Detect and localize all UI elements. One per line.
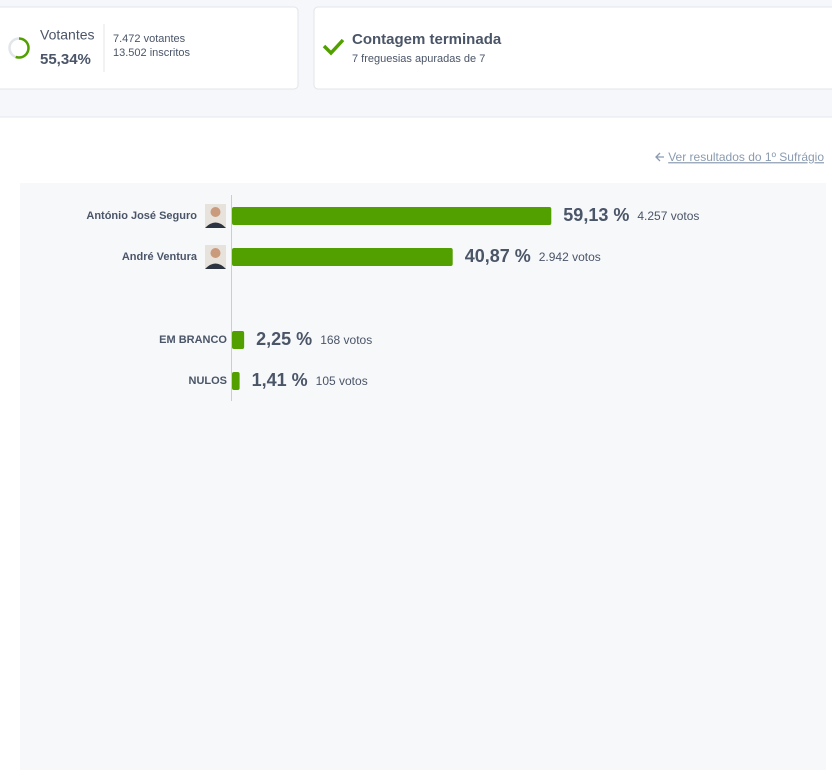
category-label: EM BRANCO xyxy=(159,334,227,346)
votes-label: 168 votos xyxy=(320,333,372,347)
count-card xyxy=(313,6,832,90)
value-label: 40,87 % xyxy=(465,246,531,266)
value-label: 59,13 % xyxy=(563,205,629,225)
voters: 7.472 votantes xyxy=(113,33,186,45)
bar xyxy=(232,207,552,225)
turnout-value: 55,34% xyxy=(40,51,91,68)
value-label: 1,41 % xyxy=(252,370,308,390)
bar xyxy=(232,331,245,349)
count-title: Contagem terminada xyxy=(352,31,502,48)
category-label: André Ventura xyxy=(122,251,198,263)
category-label: NULOS xyxy=(189,375,228,387)
votes-label: 2.942 votos xyxy=(539,250,601,264)
category-label: António José Seguro xyxy=(86,210,197,222)
avatar-head xyxy=(210,207,221,217)
bar xyxy=(232,372,240,390)
chart-panel xyxy=(20,183,826,770)
bar xyxy=(232,248,453,266)
turnout-ring xyxy=(8,37,30,59)
votes-label: 4.257 votos xyxy=(637,209,699,223)
turnout-card xyxy=(0,6,299,90)
back-arrow[interactable] xyxy=(655,152,664,162)
check-icon xyxy=(322,38,345,56)
link[interactable]: Ver resultados do 1º Sufrágio xyxy=(668,150,824,164)
votes-label: 105 votos xyxy=(316,374,368,388)
value-label: 2,25 % xyxy=(256,329,312,349)
count-subtitle: 7 freguesias apuradas de 7 xyxy=(352,53,485,65)
avatar-head xyxy=(210,248,221,258)
turnout-label: Votantes xyxy=(40,27,95,43)
registered: 13.502 inscritos xyxy=(113,47,191,59)
avatar-body xyxy=(205,263,226,269)
avatar-body xyxy=(205,222,226,228)
